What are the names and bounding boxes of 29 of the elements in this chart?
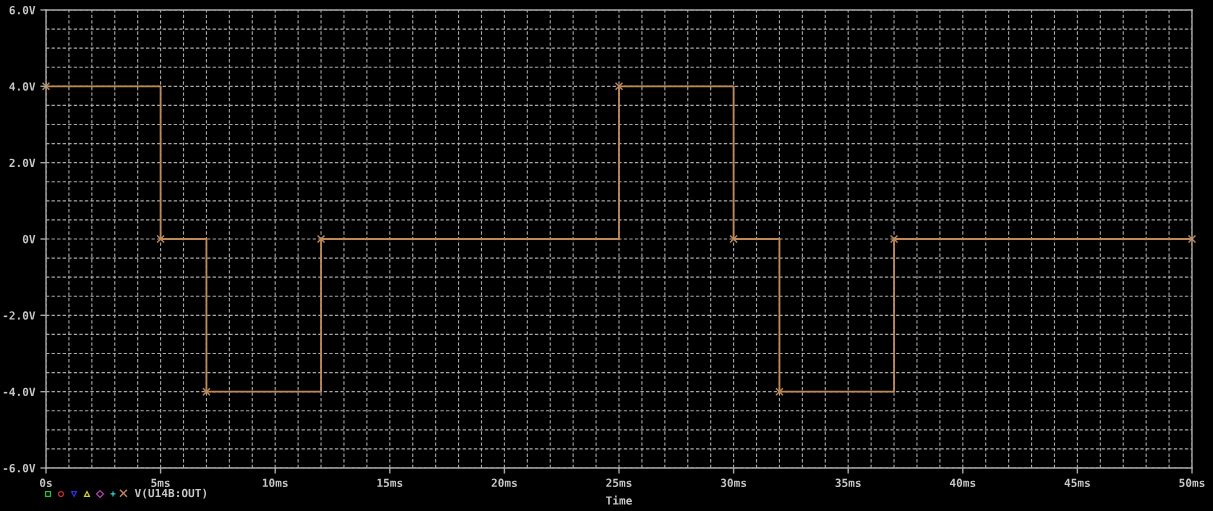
point [614,82,624,91]
point [729,234,738,244]
point [889,234,899,244]
point [41,82,51,91]
x-tick-label: 35ms [835,478,861,488]
legend-label: V(U14B:OUT) [134,488,207,499]
x-tick-label: 0s [39,478,52,488]
x-tick-label: 5ms [151,478,170,488]
point [1187,234,1197,244]
x-tick-label: 50ms [1179,478,1205,488]
x-tick-label: 10ms [262,478,288,488]
x-tick-label: 25ms [606,478,632,488]
y-tick-label: -6.0V [3,463,36,473]
y-tick-label: 4.0V [9,82,36,91]
x-tick-label: 20ms [491,478,517,488]
x-tick-label: 40ms [949,478,976,488]
point [202,387,211,396]
y-tick-label: 2.0V [9,158,36,168]
point [316,234,326,244]
y-tick-label: 0V [22,234,36,244]
y-tick-label: 6.0V [9,5,36,15]
x-axis-title: Time [606,495,632,505]
x-tick-label: 15ms [377,478,403,488]
x-tick-label: 30ms [720,478,747,488]
x-tick-label: 45ms [1064,478,1090,488]
y-tick-label: -2.0V [3,311,36,320]
point [775,387,784,396]
y-tick-label: -4.0V [3,387,36,397]
point [156,234,165,244]
